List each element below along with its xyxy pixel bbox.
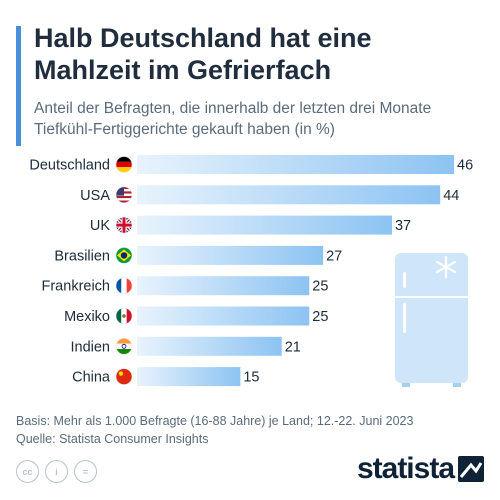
br-flag-icon [115,247,133,264]
cn-flag-icon [115,368,133,385]
value-label-brasilien: 27 [326,248,342,264]
bar-chart: Deutschland 46 USA 44 UK 37 Brasilien 27 Frankre… [29,155,473,387]
category-label-mexiko: Mexiko [64,309,110,325]
footer-source: Quelle: Statista Consumer Insights [16,432,209,446]
bar-indien [137,336,282,356]
bar-uk [137,215,392,235]
category-label-china: China [72,370,111,386]
category-label-deutschland: Deutschland [29,158,110,174]
bar-mexiko [137,306,310,326]
value-label-china: 15 [243,370,259,386]
no-derivatives-icon[interactable]: = [74,460,97,483]
category-label-usa: USA [80,188,110,204]
chart-subtitle-line1: Anteil der Befragten, die innerhalb der … [34,100,432,117]
cc-icon[interactable]: cc [16,460,39,483]
category-label-uk: UK [90,218,110,234]
license-icons: cc i = [16,460,97,483]
category-label-brasilien: Brasilien [54,248,110,264]
mx-flag-icon [115,307,133,325]
bar-deutschland [137,155,454,174]
footer-basis: Basis: Mehr als 1.000 Befragte (16-88 Ja… [16,414,414,428]
chart-subtitle: Anteil der Befragten, die innerhalb der … [34,98,484,140]
category-label-indien: Indien [70,339,110,355]
bar-frankreich [137,276,310,296]
statista-logo[interactable]: statista [357,452,484,486]
snowflake-icon [435,255,457,279]
attribution-icon[interactable]: i [45,460,68,483]
chart-title-line1: Halb Deutschland hat eine [34,23,372,53]
in-flag-icon [115,338,133,355]
chart-title: Halb Deutschland hat eine Mahlzeit im Ge… [34,22,484,86]
title-accent-bar [16,26,21,146]
category-label-frankreich: Frankreich [42,279,111,295]
bar-usa [137,185,441,205]
value-label-frankreich: 25 [312,279,328,295]
value-label-usa: 44 [443,188,459,204]
de-flag-icon [115,156,133,173]
fridge-icon [395,253,468,387]
chart-title-line2: Mahlzeit im Gefrierfach [34,55,332,85]
value-label-mexiko: 25 [312,309,328,325]
footer-notes: Basis: Mehr als 1.000 Befragte (16-88 Ja… [16,412,413,448]
chart-subtitle-line2: Tiefkühl-Fertiggerichte gekauft haben (i… [34,121,335,138]
value-label-deutschland: 46 [457,158,473,174]
value-label-indien: 21 [285,339,301,355]
bar-brasilien [137,245,324,265]
fr-flag-icon [115,277,133,294]
us-flag-icon [115,186,133,204]
value-label-uk: 37 [395,218,411,234]
statista-mark-icon [458,456,484,482]
uk-flag-icon [115,216,133,234]
statista-wordmark: statista [356,452,455,485]
bar-china [137,367,241,387]
